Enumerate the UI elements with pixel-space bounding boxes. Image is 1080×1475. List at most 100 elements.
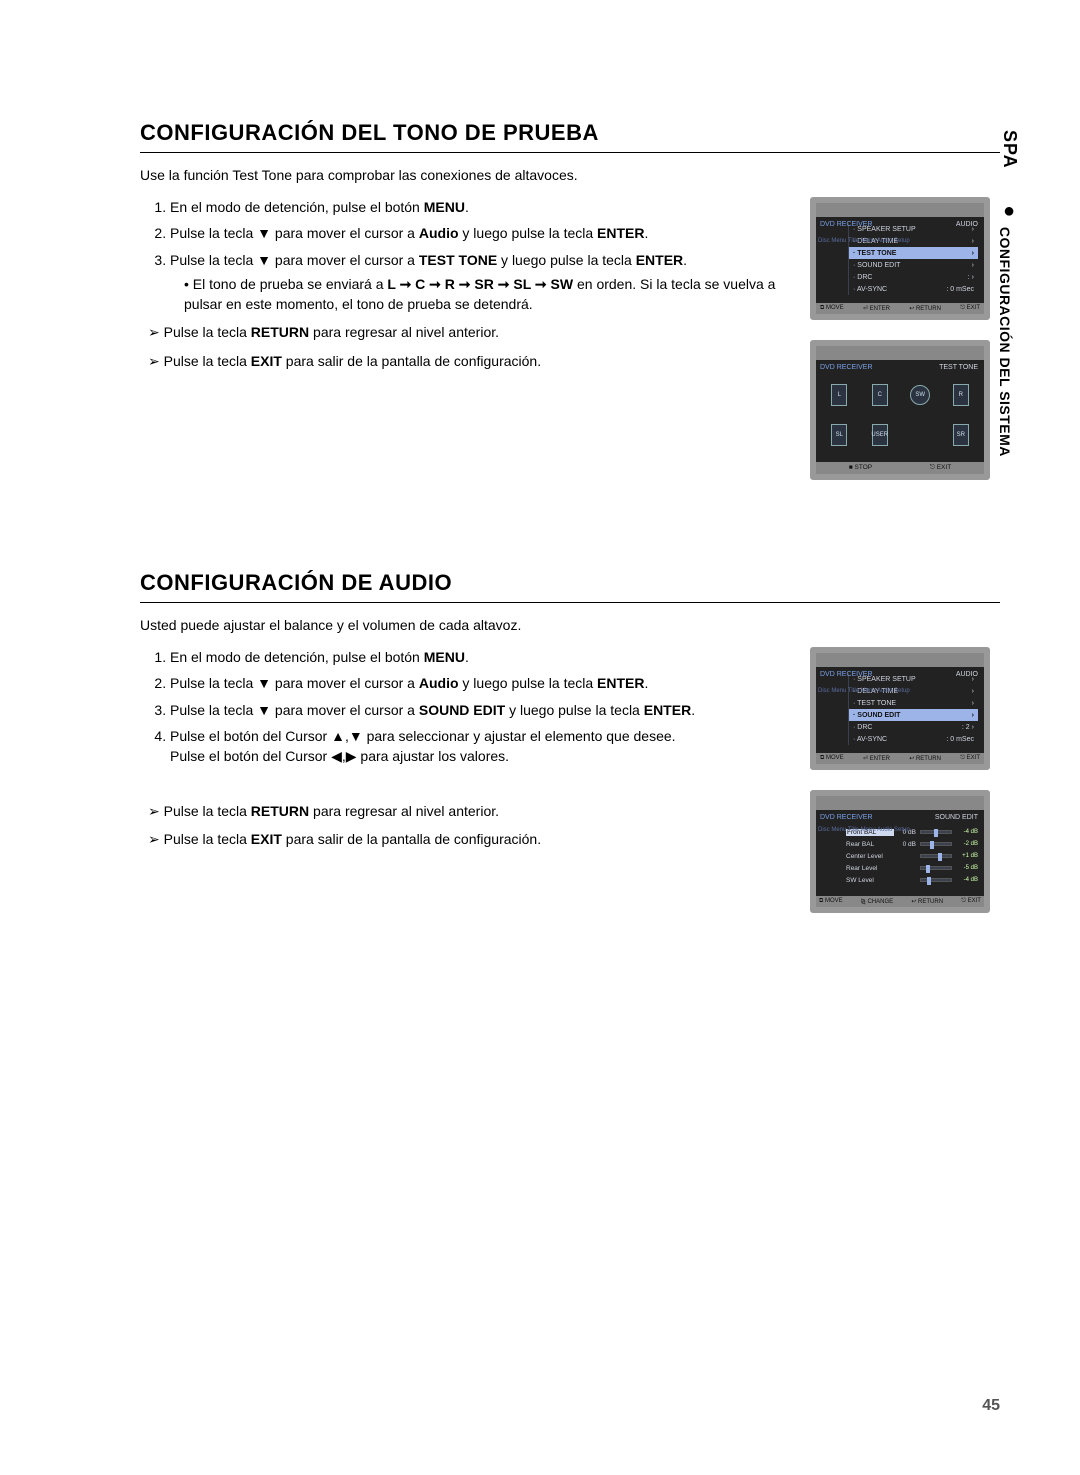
osd-foot-item: ⧉ MOVE [820,755,844,762]
osd-foot: ⧉ MOVE⏎ ENTER↩ RETURN⎋ EXIT [816,753,984,764]
bold: ENTER [597,225,644,241]
bold: ENTER [644,702,691,718]
speaker-icon: L [831,384,847,406]
text: Pulse la tecla [164,324,251,340]
osd-crumb: DVD RECEIVER [820,814,873,821]
osd-body: DVD RECEIVER TEST TONE LCSWRSLUSERSR [816,360,984,462]
osd-topbar [816,203,984,217]
text: Pulse la tecla ▼ para mover el cursor a [170,225,419,241]
text: y luego pulse la tecla [459,225,598,241]
osd-row: · SOUND EDIT › [848,709,978,721]
osd-rtitle: AUDIO [956,221,978,228]
section2-osd-col: DVD RECEIVER AUDIO Disc Menu Title Menu … [810,647,1000,913]
osd-audio-menu: DVD RECEIVER AUDIO Disc Menu Title Menu … [810,197,990,320]
section1-text: En el modo de detención, pulse el botón … [140,197,786,480]
speaker-icon: C [872,384,888,406]
osd-row: · DRC: › [848,271,978,283]
section2-rule [140,602,1000,603]
osd-foot-item: ■ STOP [849,464,872,472]
text: En el modo de detención, pulse el botón [170,649,424,665]
section1-content: En el modo de detención, pulse el botón … [140,197,1000,480]
s2-step4: Pulse el botón del Cursor ▲,▼ para selec… [170,726,786,767]
osd-row: · DRC: 2 › [848,721,978,733]
text: En el modo de detención, pulse el botón [170,199,424,215]
bold: L ➞ C ➞ R ➞ SR ➞ SL ➞ SW [387,276,573,292]
text: para salir de la pantalla de configuraci… [282,831,541,847]
osd-row: · SOUND EDIT › [848,259,978,271]
text: Pulse la tecla ▼ para mover el cursor a [170,702,419,718]
osd-audio-menu-2: DVD RECEIVER AUDIO Disc Menu Title Menu … [810,647,990,770]
text: . [691,702,695,718]
osd-foot-item: ⎋ EXIT [961,898,981,905]
bold: SOUND EDIT [419,702,505,718]
text: y luego pulse la tecla [459,675,598,691]
bold: EXIT [251,353,282,369]
osd-body: DVD RECEIVER AUDIO Disc Menu Title Menu … [816,667,984,753]
s1-step3-sub: • El tono de prueba se enviará a L ➞ C ➞… [184,274,786,315]
osd-row: · TEST TONE › [848,697,978,709]
s1-step1: En el modo de detención, pulse el botón … [170,197,786,217]
bold: EXIT [251,831,282,847]
text: El tono de prueba se enviará a [193,276,388,292]
section2-title: CONFIGURACIÓN DE AUDIO [140,570,1000,596]
text: Pulse la tecla [164,803,251,819]
osd-foot-item: ⎋ EXIT [960,755,980,762]
osd-foot-item: ↩ RETURN [911,898,943,905]
s1-step3: Pulse la tecla ▼ para mover el cursor a … [170,250,786,315]
testtone-speaker-grid: L C SW R SL USER SR [822,378,978,452]
soundedit-row: Rear BAL0 dB-2 dB [846,838,978,850]
osd-leftlabels: Disc Menu Title Menu Audio Setup [818,685,910,697]
osd-rtitle: TEST TONE [939,364,978,371]
text: para salir de la pantalla de configuraci… [282,353,541,369]
osd-testtone: DVD RECEIVER TEST TONE LCSWRSLUSERSR ■ S… [810,340,990,480]
section1-intro: Use la función Test Tone para comprobar … [140,167,1000,183]
text: y luego pulse la tecla [497,252,636,268]
bold: MENU [424,199,465,215]
page: SPA ● CONFIGURACIÓN DEL SISTEMA CONFIGUR… [0,0,1080,1475]
section2-steps: En el modo de detención, pulse el botón … [140,647,786,766]
text: Pulse la tecla ▼ para mover el cursor a [170,252,419,268]
osd-rtitle: SOUND EDIT [935,814,978,821]
side-section-text: CONFIGURACIÓN DEL SISTEMA [997,227,1013,457]
osd-leftlabels: Disc Menu Title Menu Audio Setup [818,824,910,836]
speaker-icon: R [953,384,969,406]
osd-foot: ■ STOP ⎋ EXIT [816,462,984,474]
soundedit-row: Center Level+1 dB [846,850,978,862]
section1-title: CONFIGURACIÓN DEL TONO DE PRUEBA [140,120,1000,146]
speaker-icon: SR [953,424,969,446]
osd-rows: · SPEAKER SETUP ›· DELAY TIME ›· TEST TO… [848,673,978,745]
osd-rtitle: AUDIO [956,671,978,678]
s1-note1: Pulse la tecla RETURN para regresar al n… [140,322,786,342]
osd-body: DVD RECEIVER AUDIO Disc Menu Title Menu … [816,217,984,303]
osd-foot-item: ↩ RETURN [909,305,941,312]
text: Pulse la tecla [164,831,251,847]
speaker-icon: SL [831,424,847,446]
text: Pulse el botón del Cursor ◀,▶ para ajust… [170,748,509,764]
text: Pulse el botón del Cursor ▲,▼ para selec… [170,728,676,744]
osd-foot-item: ⧎ CHANGE [861,898,893,905]
osd-topbar [816,346,984,360]
section2-intro: Usted puede ajustar el balance y el volu… [140,617,1000,633]
speaker-icon: USER [872,424,888,446]
osd-foot-item: ⎋ EXIT [960,305,980,312]
osd-foot-item: ⧉ MOVE [820,305,844,312]
osd-topbar [816,796,984,810]
osd-foot-item: ⎋ EXIT [930,464,951,472]
osd-body: DVD RECEIVER SOUND EDIT Disc Menu Title … [816,810,984,896]
text: . [645,675,649,691]
osd-soundedit: DVD RECEIVER SOUND EDIT Disc Menu Title … [810,790,990,913]
side-language-tab: SPA [999,130,1020,169]
section1-rule [140,152,1000,153]
s2-note1: Pulse la tecla RETURN para regresar al n… [140,801,786,821]
osd-row: · AV-SYNC: 0 mSec [848,283,978,295]
bold: MENU [424,649,465,665]
s2-note2: Pulse la tecla EXIT para salir de la pan… [140,829,786,849]
osd-foot-item: ↩ RETURN [909,755,941,762]
osd-row: · AV-SYNC: 0 mSec [848,733,978,745]
speaker-icon: SW [910,385,930,405]
bold: RETURN [251,803,309,819]
bold: Audio [419,675,459,691]
osd-crumb: DVD RECEIVER [820,221,873,228]
soundedit-row: SW Level-4 dB [846,874,978,886]
bold: ENTER [597,675,644,691]
